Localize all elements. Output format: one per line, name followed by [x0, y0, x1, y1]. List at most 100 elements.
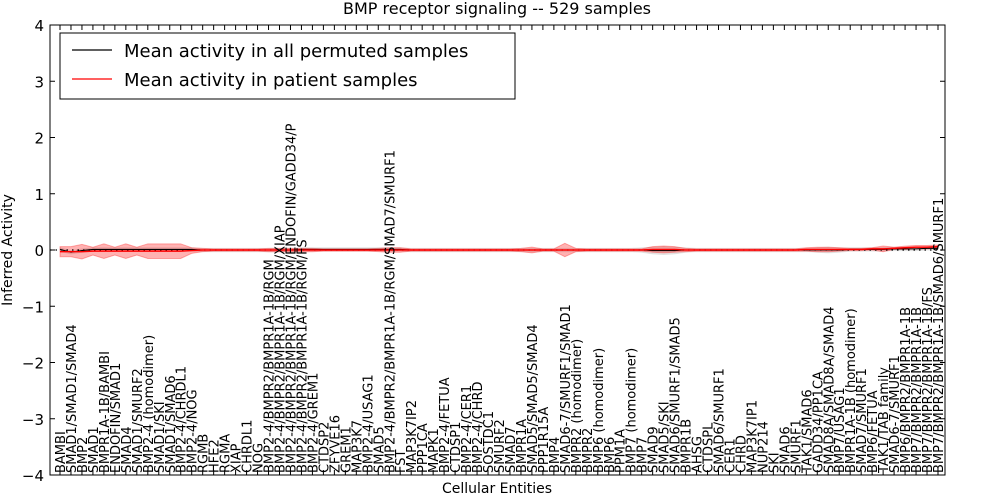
series-lines	[59, 245, 939, 253]
x-tick-label: XIAP	[230, 443, 245, 473]
x-tick-label: BMP7 (homodimer)	[625, 348, 640, 473]
x-tick-label: SMURF1	[789, 419, 804, 473]
x-tick-label: BMP7/BMPR2/BMPR1A-1B/SMAD6/SMURF1	[932, 198, 947, 473]
x-tick-label: SMAD8A/SMAD8A/SMAD4	[822, 307, 837, 473]
x-tick-label: RGMA	[219, 434, 234, 473]
x-tick-label: SMAD5/SKI	[658, 401, 673, 473]
x-tick-label: NUP214	[756, 421, 771, 473]
x-tick-label: MAP3K7IP1	[745, 400, 760, 473]
chart-title: BMP receptor signaling -- 529 samples	[343, 0, 651, 18]
x-tick-label: ENDOFIN/SMAD1	[109, 363, 124, 473]
x-tick-label: SMAD6/SMURF1	[713, 368, 728, 473]
x-tick-label: BMP7/BMPR2/BMPR1A-1B/FS	[921, 287, 936, 473]
x-tick-label: BMP2-4/BMPR2/BMPR1A-1B/RGM	[263, 259, 278, 473]
x-tick-label: MAPK1	[427, 428, 442, 473]
x-tick-label: HFE2	[208, 439, 223, 473]
x-tick-label: GREM1	[339, 426, 354, 473]
x-tick-label: CHRD	[734, 435, 749, 473]
x-tick-label: BMP2-4/BMPR2/BMPR1A-1B/RGM/ENDOFIN/GADD3…	[284, 123, 299, 473]
x-tick-label: ZFYVE16	[328, 415, 343, 473]
x-tick-label: BMP2-4/GREM1	[306, 373, 321, 473]
x-tick-label: BMP2-4/BMPR2/BMPR1A-1B/RGM/SMAD7/SMURF1	[383, 150, 398, 473]
x-tick-label: PPP1CA	[416, 423, 431, 473]
x-tick-label: BMPR1A	[515, 419, 530, 473]
y-tick-label: 3	[34, 73, 44, 91]
x-tick-label: BMPR2	[581, 428, 596, 473]
y-tick-label: 0	[34, 242, 44, 260]
x-tick-label: BMP2-4/USAG1	[361, 374, 376, 473]
x-tick-label: SMAD6	[778, 426, 793, 473]
x-tick-label: CTDSP1	[449, 422, 464, 473]
x-tick-label: BMPR1A-1B/BAMBI	[98, 351, 113, 473]
x-tick-label: BAMBI	[54, 431, 69, 473]
y-tick-label: 1	[34, 186, 44, 204]
legend-label-permuted: Mean activity in all permuted samples	[124, 41, 468, 62]
x-tick-label: RGMB	[197, 434, 212, 473]
x-tick-label: PPP1R15A	[537, 407, 552, 473]
y-ticks: −4 −3 −2 −1 0 1 2 3 4	[22, 17, 945, 485]
x-tick-label: BMPR1B	[680, 419, 695, 473]
x-tick-label: PPM1A	[614, 429, 629, 473]
x-tick-label: CHRDL1	[241, 420, 256, 473]
legend-box	[59, 32, 516, 100]
x-tick-label: BMP2-4/NOG	[186, 389, 201, 473]
x-tick-label: SMAD6-7/SMURF1/SMAD1	[559, 304, 574, 473]
x-tick-label: BMP6/BMPR2/BMPR1A-1B	[899, 307, 914, 473]
x-tick-label: BMP6 (homodimer)	[592, 348, 607, 473]
x-tick-label: SMAD1/SMAD1/SMAD4	[65, 324, 80, 473]
x-tick-label: BMP4	[548, 437, 563, 473]
plot-frame	[49, 24, 946, 476]
x-tick-label: CTDSPL	[702, 422, 717, 473]
x-tick-label: MAP3K7	[350, 420, 365, 473]
x-tick-label: CTDSP2	[317, 422, 332, 473]
x-tick-label: BMP2-4/CER1	[460, 385, 475, 473]
x-tick-label: TAK1/TAB family	[877, 367, 892, 474]
legend: Mean activity in all permuted samples Me…	[59, 32, 516, 100]
x-tick-label: SMAD9	[647, 426, 662, 473]
x-tick-label: FST	[394, 449, 409, 473]
y-tick-label: −4	[22, 467, 44, 485]
x-tick-label: BMP2-4 (homodimer)	[142, 335, 157, 473]
x-tick-label: SMAD1	[87, 426, 102, 473]
x-tick-label: AHSG	[691, 436, 706, 473]
y-tick-label: 4	[34, 17, 44, 35]
x-tick-label: SKI	[767, 452, 782, 473]
x-tick-label: BMP6/FETUA	[866, 390, 881, 473]
y-tick-label: −3	[22, 411, 44, 429]
x-tick-label: SMAD1/SMURF2	[131, 368, 146, 473]
x-tick-label: BMPR1A-1B (homodimer)	[844, 308, 859, 473]
series-line-1	[60, 245, 939, 253]
x-tick-labels: BAMBISMAD1/SMAD1/SMAD4BMP2SMAD1BMPR1A-1B…	[54, 123, 947, 474]
x-tick-label: SMAD1/SKI	[153, 401, 168, 473]
legend-label-patient: Mean activity in patient samples	[124, 70, 418, 91]
x-tick-label: SMAD1/SMAD6	[164, 375, 179, 473]
x-tick-label: BMP2	[76, 437, 91, 473]
x-tick-label: SMAD5/SMAD5/SMAD4	[526, 324, 541, 473]
x-tick-label: SMURF2	[493, 419, 508, 473]
x-tick-label: BMP2-4/CHRD	[471, 382, 486, 473]
x-tick-label: NOG	[252, 443, 267, 473]
y-tick-label: 2	[34, 130, 44, 148]
x-tick-label: SMAD7/SMURF1	[855, 368, 870, 473]
x-tick-label: BMP6	[603, 437, 618, 473]
x-tick-label: MAP3K7IP2	[405, 400, 420, 473]
x-axis-label: Cellular Entities	[442, 481, 552, 497]
x-tick-label: SMAD6-7/SMURF1	[888, 355, 903, 473]
x-tick-label: BMP2-4/CHRDL1	[175, 366, 190, 473]
x-tick-label: CER1	[723, 438, 738, 473]
x-ticks	[59, 25, 939, 475]
x-tick-label: BMPR2 (homodimer)	[570, 339, 585, 473]
x-tick-label: BMP7	[636, 437, 651, 473]
x-tick-label: SMAD4	[120, 426, 135, 473]
x-tick-label: BMP7/USAG1	[833, 387, 848, 473]
x-tick-label: BMP7/BMPR2/BMPR1A-1B	[910, 307, 925, 473]
x-tick-label: BMP2-4/BMPR2/BMPR1A-1B/RGM/XIAP	[274, 225, 289, 473]
y-axis-label: Inferred Activity	[0, 194, 16, 306]
x-tick-label: GADD34/PP1CA	[811, 371, 826, 473]
x-tick-label: BMP2-4/BMPR2/BMPR1A-1B/RGM/FS	[295, 239, 310, 473]
x-tick-label: SMAD7	[504, 426, 519, 473]
x-tick-label: TAK1/SMAD6	[800, 389, 815, 474]
x-tick-label: SMAD6/SMURF1/SMAD5	[669, 317, 684, 473]
y-tick-label: −1	[22, 298, 44, 316]
